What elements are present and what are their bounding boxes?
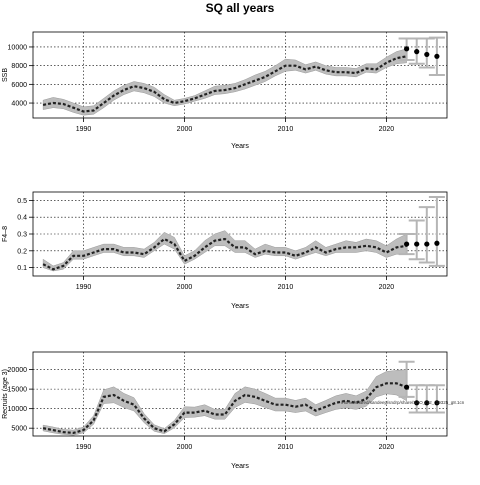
chart-title: SQ all years (206, 1, 275, 15)
x-tick-label: 1990 (76, 284, 92, 291)
projection-point (404, 46, 410, 52)
x-tick-label: 2010 (278, 444, 294, 451)
y-tick-label: 0.5 (17, 198, 27, 205)
confidence-band (42, 48, 407, 116)
y-tick-label: 10000 (8, 406, 28, 413)
y-axis-label: SSB (2, 68, 9, 82)
y-tick-label: 10000 (8, 44, 28, 51)
projection-point (424, 400, 430, 406)
x-tick-label: 2010 (278, 284, 294, 291)
y-tick-label: 20000 (8, 367, 28, 374)
projection-point (434, 53, 440, 59)
y-tick-label: 0.2 (17, 248, 27, 255)
y-axis-label: F4–8 (2, 226, 9, 242)
median-line (42, 237, 407, 271)
y-tick-label: 15000 (8, 387, 28, 394)
x-tick-label: 2020 (379, 126, 395, 133)
y-tick-label: 5000 (11, 426, 27, 433)
projection-point (414, 400, 420, 406)
x-tick-label: 1990 (76, 444, 92, 451)
median-line (42, 55, 407, 113)
x-axis-label: Years (231, 303, 249, 310)
plot-frame (32, 351, 448, 437)
projection-point (414, 49, 420, 55)
projection-point (404, 241, 410, 247)
x-axis-label: Years (231, 463, 249, 470)
y-tick-label: 6000 (11, 82, 27, 89)
x-tick-label: 2020 (379, 444, 395, 451)
y-tick-label: 0.4 (17, 215, 27, 222)
x-tick-label: 2000 (177, 284, 193, 291)
y-tick-label: 0.3 (17, 232, 27, 239)
plot-frame (32, 31, 448, 119)
annotation-label: /home/shared/sandeep/sndrp/share/SAO_r12… (341, 400, 465, 405)
projection-point (434, 240, 440, 246)
projection-point (424, 241, 430, 247)
median-line (42, 382, 407, 435)
x-axis-label: Years (231, 143, 249, 150)
projection-point (434, 400, 440, 406)
y-tick-label: 8000 (11, 63, 27, 70)
y-tick-label: 0.1 (17, 265, 27, 272)
projection-point (414, 241, 420, 247)
y-axis-label: Recruits (age 3) (2, 369, 9, 419)
y-tick-label: 4000 (11, 101, 27, 108)
x-tick-label: 1990 (76, 126, 92, 133)
projection-point (404, 384, 410, 390)
x-tick-label: 2020 (379, 284, 395, 291)
x-tick-label: 2000 (177, 444, 193, 451)
x-tick-label: 2010 (278, 126, 294, 133)
projection-point (424, 51, 430, 58)
x-tick-label: 2000 (177, 126, 193, 133)
